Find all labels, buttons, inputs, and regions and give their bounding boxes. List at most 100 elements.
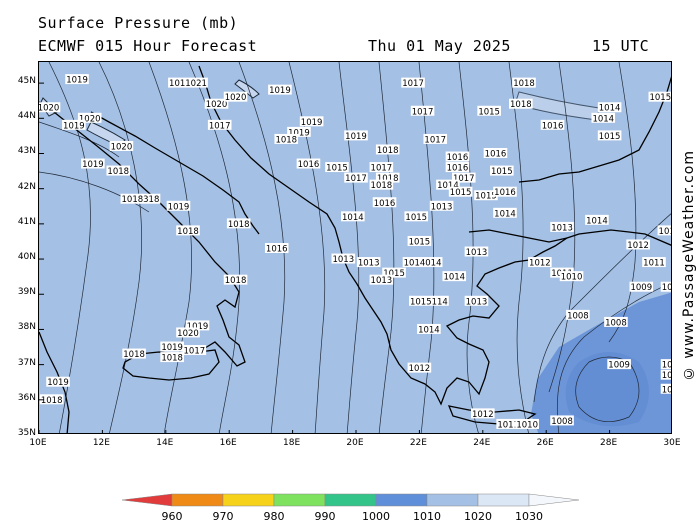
svg-text:1013: 1013	[358, 259, 380, 269]
isobar-value-label: 1016	[445, 151, 470, 163]
isobar-value-label: 1018	[226, 218, 251, 230]
lon-tick-label: 20E	[346, 438, 364, 448]
svg-text:1015: 1015	[405, 213, 427, 223]
isobar-value-label: 1012	[471, 408, 495, 420]
isobar-value-label: 1010	[515, 418, 539, 430]
isobar-value-label: 1019	[65, 74, 89, 86]
svg-text:1019: 1019	[82, 160, 104, 170]
isobar-value-label: 1014	[442, 271, 467, 283]
isobar-value-label: 1013	[464, 246, 489, 258]
isobar-value-label: 1019	[268, 84, 292, 96]
color-scale-label: 1030	[515, 510, 543, 523]
isobar-value-label: 1019	[299, 116, 324, 128]
isobar-value-label: 1017	[207, 119, 232, 131]
isobar-value-label: 1018	[223, 274, 248, 286]
svg-text:1014: 1014	[494, 209, 516, 219]
isobar-value-label: 1012	[528, 257, 552, 269]
lon-tick-label: 10E	[29, 438, 47, 448]
isobar-value-label: 1015	[474, 190, 498, 202]
svg-text:1016: 1016	[447, 153, 469, 163]
isobar-value-label: 1018	[160, 352, 184, 364]
svg-text:1013: 1013	[551, 223, 573, 233]
svg-text:1020: 1020	[225, 93, 247, 103]
isobar-value-label: 1015	[404, 211, 429, 223]
lat-tick-label: 40N	[17, 252, 36, 263]
isobar-value-label: 1020	[39, 102, 61, 114]
isobar-value-label: 1019	[166, 200, 191, 212]
color-scale-swatch	[273, 493, 326, 507]
isobar-value-label: 100	[660, 359, 672, 371]
lon-tick-label: 30E	[663, 438, 681, 448]
svg-text:1014: 1014	[586, 216, 608, 226]
svg-text:1019: 1019	[168, 202, 190, 212]
isobar-value-label: 1018	[369, 179, 394, 191]
svg-text:1015: 1015	[326, 164, 348, 174]
lon-tick-label: 12E	[92, 438, 110, 448]
isobar-value-label: 1008	[550, 415, 574, 427]
svg-text:1015: 1015	[383, 269, 405, 279]
lat-tick-label: 44N	[17, 111, 36, 122]
svg-text:1015: 1015	[478, 107, 500, 117]
svg-text:1017: 1017	[184, 347, 206, 357]
lat-tick-label: 35N	[17, 428, 36, 438]
isobar-value-label: 1014	[341, 211, 365, 223]
svg-text:1016: 1016	[494, 188, 516, 198]
svg-text:1020: 1020	[111, 142, 133, 152]
isobar-value-label: 1013	[464, 295, 489, 307]
svg-text:1018: 1018	[107, 167, 129, 177]
pressure-map: 1019 1011021 1019 1017 1018 1015 1020 1020 1020 1…	[38, 61, 672, 434]
isobar-value-label: 1018	[512, 77, 536, 89]
isobar-value-label: 1018	[375, 172, 400, 184]
isobar-value-label: 1013	[356, 257, 381, 269]
svg-text:1018: 1018	[377, 146, 399, 156]
svg-text:1018: 1018	[225, 276, 247, 286]
isobar-value-label: 1018	[176, 225, 200, 237]
svg-text:1019: 1019	[161, 343, 183, 353]
isobar-value-label: 1019	[344, 130, 368, 142]
isobar-value-label: 1014	[493, 207, 517, 219]
svg-text:1019: 1019	[345, 132, 367, 142]
svg-text:1017: 1017	[402, 79, 424, 89]
isobar-value-label: 1015	[325, 162, 349, 174]
svg-text:1008: 1008	[605, 318, 627, 328]
isobar-value-label: 1020	[223, 91, 248, 103]
svg-text:1018: 1018	[513, 79, 535, 89]
svg-text:1014: 1014	[599, 104, 621, 114]
svg-text:1015: 1015	[649, 93, 671, 103]
svg-text:1018: 1018	[377, 174, 399, 184]
svg-text:1015: 1015	[599, 132, 621, 142]
lat-tick-label: 43N	[17, 146, 36, 157]
isobar-value-label: 1015	[477, 105, 501, 117]
svg-text:1009: 1009	[630, 283, 652, 293]
svg-text:1019: 1019	[269, 86, 291, 96]
svg-text:1015: 1015	[450, 188, 472, 198]
color-scale-swatch	[528, 493, 580, 507]
isobar-value-label: 1016	[264, 243, 289, 255]
isobar-value-label: 1014	[417, 323, 441, 335]
svg-text:1015: 1015	[409, 237, 431, 247]
svg-text:100: 100	[662, 361, 672, 371]
forecast-model: ECMWF 015 Hour Forecast	[38, 37, 258, 55]
color-scale-swatch	[222, 493, 275, 507]
svg-text:1019: 1019	[66, 76, 88, 86]
isobar-value-label: 1017	[182, 345, 207, 357]
isobar-value-label: 1019	[46, 376, 70, 388]
isobar-value-label: 1011	[496, 418, 520, 430]
svg-text:1017: 1017	[345, 174, 367, 184]
color-scale-label: 1000	[362, 510, 390, 523]
isobar-value-label: 1015	[490, 165, 514, 177]
isobar-value-label: 1017	[369, 162, 394, 174]
svg-text:1014: 1014	[443, 273, 465, 283]
isobar-value-label: 101	[657, 225, 671, 237]
svg-text:1020: 1020	[79, 114, 101, 124]
svg-text:1012: 1012	[472, 410, 494, 420]
isobar-value-label: 1012	[407, 362, 432, 374]
isobar-value-label: 1020	[204, 98, 229, 110]
isobar-value-label: 1011021	[168, 77, 208, 89]
isobar-value-label: 1014	[597, 102, 622, 114]
isobar-value-label: 1014	[591, 112, 616, 124]
svg-text:1019: 1019	[288, 128, 310, 138]
svg-text:1015114: 1015114	[410, 297, 448, 307]
lon-tick-label: 22E	[409, 438, 427, 448]
